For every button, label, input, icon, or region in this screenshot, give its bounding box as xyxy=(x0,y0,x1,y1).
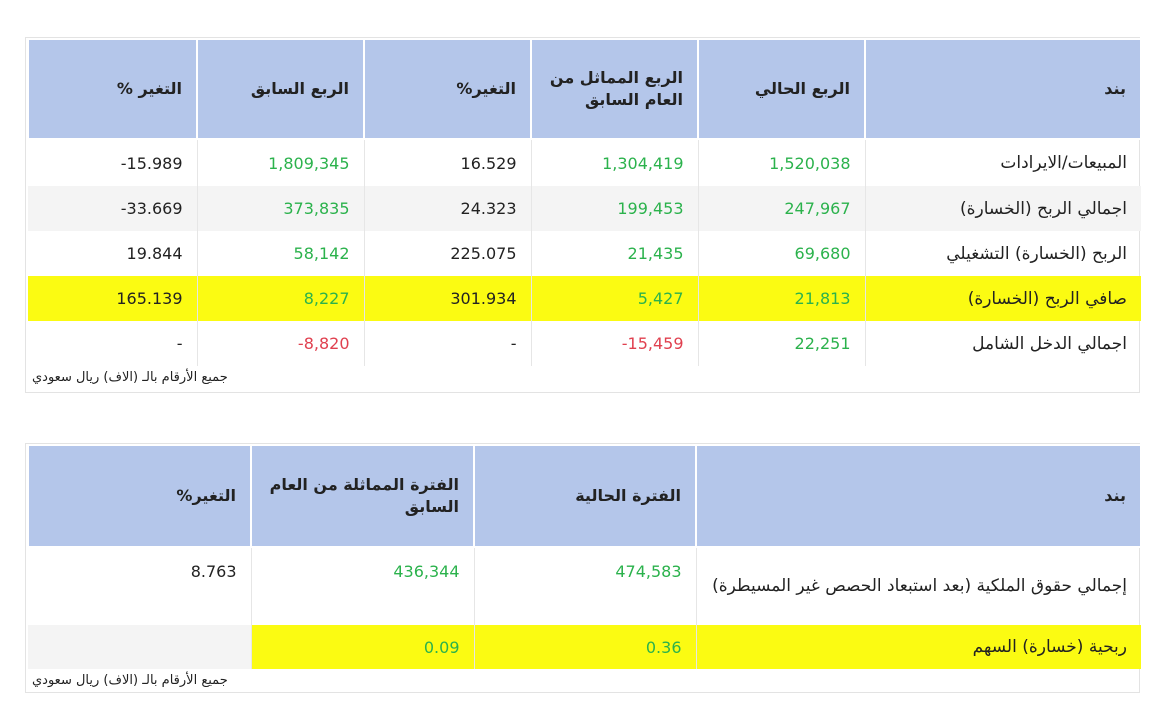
cell-change-qoq: 165.139 xyxy=(28,276,197,321)
table-row: اجمالي الربح (الخسارة) 247,967 199,453 2… xyxy=(28,186,1141,231)
cell-change-yoy: 16.529 xyxy=(363,139,531,186)
cell-same-last-year: 5,427 xyxy=(530,276,698,321)
row-item-label: الربح (الخسارة) التشغيلي xyxy=(864,231,1141,276)
cell-change-qoq: 19.844 xyxy=(126,244,183,263)
cell-same-last-year: 15,459- xyxy=(530,321,698,366)
cell-current: 21,813 xyxy=(697,276,865,321)
row-item-label: اجمالي الدخل الشامل xyxy=(864,321,1141,366)
cell-change xyxy=(28,625,251,669)
cell-change-qoq: - xyxy=(176,334,183,353)
cell-previous: 8,227 xyxy=(196,276,364,321)
table-row: المبيعات/الايرادات 1,520,038 1,304,419 1… xyxy=(28,139,1141,186)
col-header-change-yoy: التغير% xyxy=(363,38,532,140)
cell-same-last-year: 1,304,419 xyxy=(530,139,698,186)
col-header-same-quarter-last-year: الربع المماثل من العام السابق xyxy=(530,38,699,140)
col-header-same-period-last-year: الفترة المماثلة من العام السابق xyxy=(250,444,475,548)
cell-previous: 58,142 xyxy=(196,231,364,276)
cell-change-yoy: - xyxy=(363,321,531,366)
row-item-label: المبيعات/الايرادات xyxy=(864,139,1141,186)
col-header-current-period: الفترة الحالية xyxy=(473,444,697,548)
cell-change-qoq: 33.669- xyxy=(28,186,197,231)
cell-change-yoy: 301.934 xyxy=(363,276,531,321)
cell-change-yoy: 24.323 xyxy=(363,186,531,231)
cell-current: 69,680 xyxy=(697,231,865,276)
cell-current: 247,967 xyxy=(697,186,865,231)
col-header-change: التغير% xyxy=(27,444,252,548)
table-note-row: جميع الأرقام بالـ (الاف) ريال سعودي xyxy=(28,669,1141,691)
table-row-highlighted: ربحية (خسارة) السهم 0.36 0.09 xyxy=(28,625,1141,669)
row-item-label: ربحية (خسارة) السهم xyxy=(695,625,1141,669)
cell-previous: 373,835 xyxy=(196,186,364,231)
cell-same-last-year: 21,435 xyxy=(530,231,698,276)
quarterly-header-row: بند الربع الحالي الربع المماثل من العام … xyxy=(27,38,1142,140)
cell-same-last-year: 0.09 xyxy=(250,625,474,669)
cell-previous: 8,820- xyxy=(196,321,364,366)
col-header-change-qoq: التغير % xyxy=(27,38,198,140)
cell-change: 8.763 xyxy=(190,562,237,581)
cell-change-yoy: 225.075 xyxy=(363,231,531,276)
currency-note: جميع الأرقام بالـ (الاف) ريال سعودي xyxy=(32,369,228,385)
currency-note: جميع الأرقام بالـ (الاف) ريال سعودي xyxy=(32,672,228,688)
row-item-label: صافي الربح (الخسارة) xyxy=(864,276,1141,321)
cell-change-qoq: 15.989- xyxy=(120,153,183,173)
quarterly-results-table: بند الربع الحالي الربع المماثل من العام … xyxy=(27,38,1142,388)
table-row: إجمالي حقوق الملكية (بعد استبعاد الحصص غ… xyxy=(28,547,1141,625)
col-header-previous-quarter: الربع السابق xyxy=(196,38,365,140)
table-row: الربح (الخسارة) التشغيلي 69,680 21,435 2… xyxy=(28,231,1141,276)
cell-same-last-year: 436,344 xyxy=(250,547,474,625)
period-header-row: بند الفترة الحالية الفترة المماثلة من ال… xyxy=(27,444,1142,548)
cell-same-last-year: 199,453 xyxy=(530,186,698,231)
cell-current: 1,520,038 xyxy=(697,139,865,186)
cell-current: 474,583 xyxy=(473,547,696,625)
col-header-item: بند xyxy=(695,444,1142,548)
cell-current: 22,251 xyxy=(697,321,865,366)
row-item-label: إجمالي حقوق الملكية (بعد استبعاد الحصص غ… xyxy=(695,547,1141,625)
col-header-current-quarter: الربع الحالي xyxy=(697,38,866,140)
period-results-table: بند الفترة الحالية الفترة المماثلة من ال… xyxy=(27,444,1142,691)
table-row: اجمالي الدخل الشامل 22,251 15,459- - 8,8… xyxy=(28,321,1141,366)
table-note-row: جميع الأرقام بالـ (الاف) ريال سعودي xyxy=(28,366,1141,388)
row-item-label: اجمالي الربح (الخسارة) xyxy=(864,186,1141,231)
col-header-item: بند xyxy=(864,38,1142,140)
table-row-highlighted: صافي الربح (الخسارة) 21,813 5,427 301.93… xyxy=(28,276,1141,321)
cell-current: 0.36 xyxy=(473,625,696,669)
cell-previous: 1,809,345 xyxy=(196,139,364,186)
